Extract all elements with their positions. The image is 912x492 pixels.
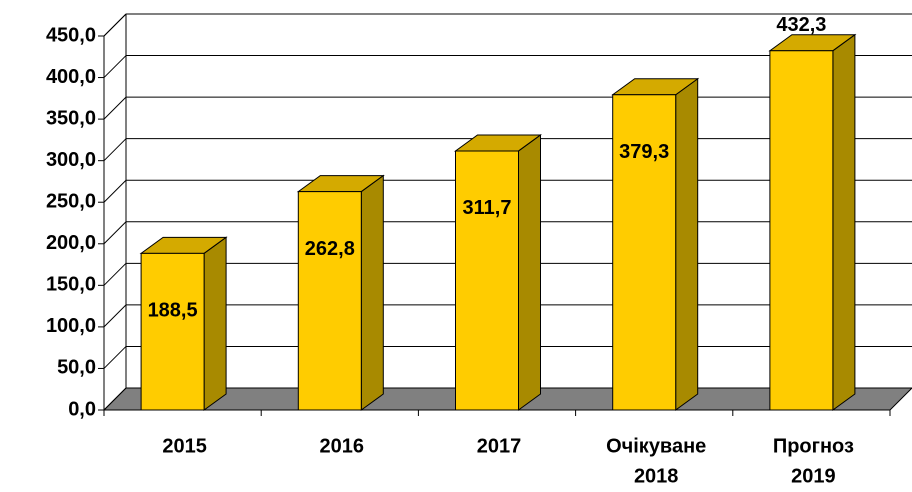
x-tick-label: 2017 bbox=[477, 435, 522, 457]
bar bbox=[768, 33, 857, 411]
bar-front bbox=[612, 94, 677, 411]
value-label: 188,5 bbox=[148, 300, 198, 322]
value-label: 262,8 bbox=[305, 238, 355, 260]
x-tick-label: 2019 bbox=[791, 465, 836, 487]
grid-line bbox=[103, 262, 127, 286]
bar bbox=[296, 174, 385, 411]
grid-line bbox=[103, 221, 127, 245]
bar bbox=[611, 77, 700, 411]
grid-line bbox=[103, 138, 127, 162]
grid-line bbox=[103, 346, 127, 369]
y-tick-label: 450,0 bbox=[46, 24, 96, 46]
bar-front bbox=[297, 191, 362, 411]
y-tick-label: 250,0 bbox=[46, 191, 96, 213]
bar-front bbox=[455, 150, 519, 411]
grid-line bbox=[103, 13, 127, 37]
y-tick-label: 150,0 bbox=[46, 274, 96, 296]
value-label: 311,7 bbox=[463, 197, 512, 219]
value-label: 379,3 bbox=[619, 141, 669, 163]
grid-line bbox=[103, 387, 127, 411]
bar bbox=[139, 236, 228, 411]
bar-front bbox=[140, 252, 205, 411]
bar bbox=[453, 133, 543, 411]
y-tick-label: 200,0 bbox=[46, 232, 96, 254]
grid-line bbox=[103, 55, 127, 78]
x-tick-label: Прогноз bbox=[773, 435, 854, 457]
bar-side bbox=[203, 236, 227, 411]
y-tick-label: 400,0 bbox=[46, 66, 96, 88]
x-tick-label: 2018 bbox=[634, 465, 679, 487]
value-label: 432,3 bbox=[776, 14, 826, 36]
bar-side bbox=[360, 174, 384, 411]
y-tick-label: 100,0 bbox=[46, 315, 96, 337]
x-tick-label: 2016 bbox=[320, 435, 365, 457]
bar-side bbox=[675, 77, 699, 411]
bar-front bbox=[769, 50, 834, 411]
x-tick-label: Очікуване bbox=[606, 435, 706, 457]
grid-line bbox=[103, 179, 127, 203]
x-tick-label: 2015 bbox=[162, 435, 207, 457]
y-tick-label: 350,0 bbox=[46, 107, 96, 129]
y-tick-label: 0,0 bbox=[68, 398, 96, 420]
grid-line bbox=[103, 96, 127, 120]
y-tick-label: 50,0 bbox=[57, 357, 96, 379]
grid-line bbox=[103, 304, 127, 328]
bar-side bbox=[832, 33, 856, 411]
y-tick-label: 300,0 bbox=[46, 149, 96, 171]
bar-side bbox=[518, 133, 541, 411]
